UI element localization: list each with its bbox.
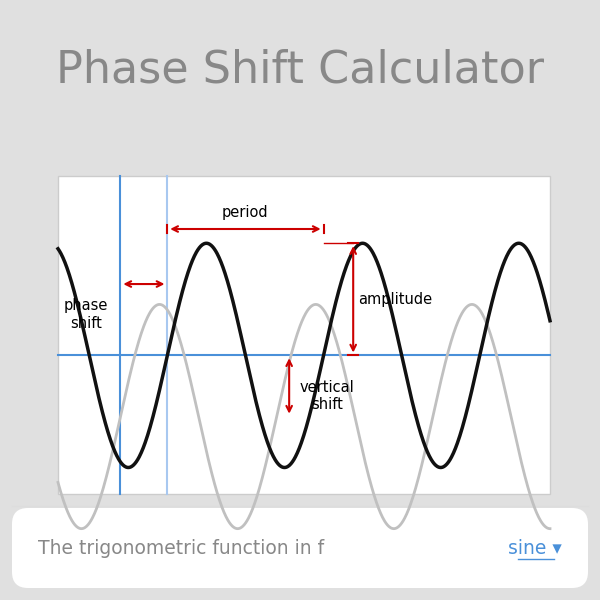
Text: amplitude: amplitude xyxy=(358,292,432,307)
Text: period: period xyxy=(222,205,269,220)
FancyBboxPatch shape xyxy=(58,176,550,494)
Text: Phase Shift Calculator: Phase Shift Calculator xyxy=(56,49,544,91)
Text: phase
shift: phase shift xyxy=(64,298,109,331)
FancyBboxPatch shape xyxy=(12,508,588,588)
FancyBboxPatch shape xyxy=(12,12,588,588)
Text: The trigonometric function in f: The trigonometric function in f xyxy=(38,539,324,557)
Text: sine ▾: sine ▾ xyxy=(508,539,562,557)
Text: vertical
shift: vertical shift xyxy=(300,380,355,412)
